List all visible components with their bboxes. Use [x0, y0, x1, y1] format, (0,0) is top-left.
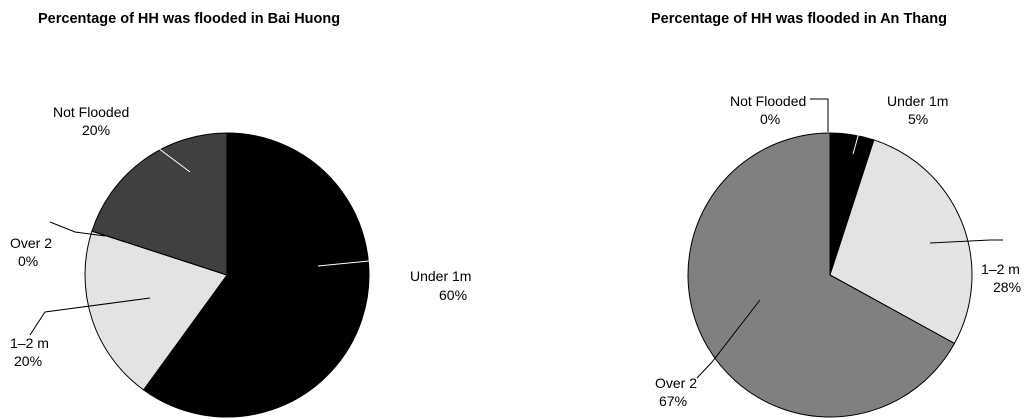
leader-lines-bai-huong [29, 126, 405, 336]
slice-labels-bai-huong: Not Flooded 20% Over 2 0% Under 1m 60% 1… [10, 104, 471, 369]
pie-slices-bai-huong [84, 132, 370, 418]
slice-name-not-flooded: Not Flooded [53, 104, 129, 120]
leader-line-under-1m [317, 257, 405, 267]
pie-slice-1-2-m [829, 139, 973, 345]
slice-value-not-flooded: 0% [760, 111, 780, 127]
slice-value-not-flooded: 20% [82, 122, 110, 138]
pie-slices-an-thang [687, 132, 973, 418]
slice-name-not-flooded: Not Flooded [730, 93, 806, 109]
pie-slice-under-1m [142, 132, 370, 418]
leader-line-1-2m [929, 239, 1003, 244]
pie-slice-1-2-m [84, 230, 228, 391]
slice-value-under-1m: 5% [908, 111, 928, 127]
slice-value-1-2m: 20% [14, 353, 42, 369]
pie-chart-bai-huong: Percentage of HH was flooded in Bai Huon… [10, 11, 471, 418]
leader-line-under-1m [852, 103, 880, 155]
leader-line-not-flooded [810, 98, 829, 132]
slice-name-over-2: Over 2 [10, 235, 52, 251]
chart-title-an-thang: Percentage of HH was flooded in An Thang [651, 11, 947, 27]
slice-value-under-1m: 60% [439, 287, 467, 303]
slice-name-1-2m: 1–2 m [10, 335, 49, 351]
slice-value-over-2: 0% [18, 253, 38, 269]
slice-name-under-1m: Under 1m [887, 93, 948, 109]
leader-line-not-flooded [115, 126, 191, 173]
chart-title-bai-huong: Percentage of HH was flooded in Bai Huon… [38, 11, 340, 27]
slice-name-under-1m: Under 1m [410, 268, 471, 284]
leader-lines-an-thang [696, 98, 1003, 379]
pie-slice-not-flooded [91, 132, 228, 276]
pie-chart-an-thang: Percentage of HH was flooded in An Thang… [651, 11, 1021, 418]
leader-line-over-2 [696, 299, 761, 379]
slice-value-1-2m: 28% [993, 279, 1021, 295]
slice-name-over-2: Over 2 [655, 375, 697, 391]
leader-line-over-2 [49, 221, 106, 237]
slice-value-over-2: 67% [659, 393, 687, 409]
leader-line-1-2m [29, 297, 151, 336]
pie-slice-over-2 [91, 230, 228, 276]
pie-slice-over-2 [687, 132, 956, 418]
slice-name-1-2m: 1–2 m [981, 261, 1020, 277]
slice-labels-an-thang: Not Flooded 0% Under 1m 5% 1–2 m 28% Ove… [655, 93, 1021, 409]
